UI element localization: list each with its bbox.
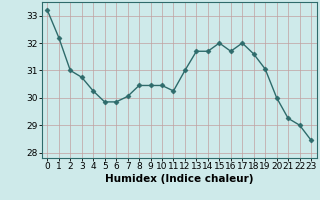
X-axis label: Humidex (Indice chaleur): Humidex (Indice chaleur) [105,174,253,184]
